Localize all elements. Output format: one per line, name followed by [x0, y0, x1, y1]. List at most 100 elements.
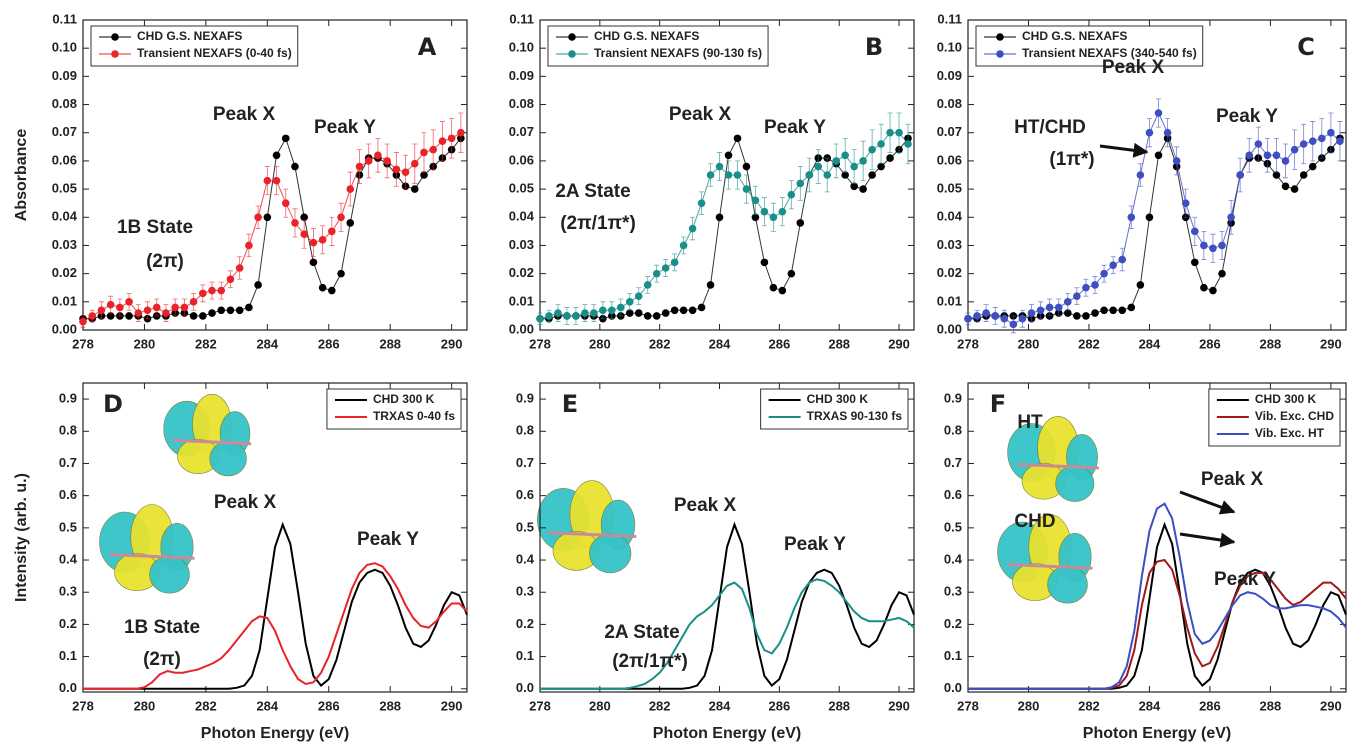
annotation: Peak X: [1201, 469, 1264, 490]
data-point: [300, 230, 308, 238]
annotation: Peak Y: [1216, 106, 1278, 127]
data-point: [309, 258, 318, 267]
molecule-bond: [1017, 462, 1099, 470]
data-point: [1227, 213, 1235, 222]
x-tick-label: 282: [649, 698, 671, 713]
data-point: [447, 134, 456, 143]
annotation: 1B State: [124, 617, 200, 638]
x-tick-label: 290: [888, 698, 910, 713]
y-tick-label: 0.09: [937, 68, 962, 83]
x-tick-label: 282: [1078, 336, 1100, 351]
molecule-bond: [547, 531, 637, 538]
arrow: [1179, 490, 1236, 515]
data-point: [1118, 255, 1127, 264]
data-point: [1272, 151, 1281, 160]
data-point: [79, 317, 87, 326]
data-point: [724, 171, 733, 179]
y-tick-label: 0.0: [944, 680, 962, 695]
data-point: [291, 219, 299, 227]
legend-box: [760, 388, 909, 430]
y-tick-label: 0.7: [59, 455, 77, 470]
data-point: [991, 312, 1000, 320]
data-point: [1136, 171, 1145, 179]
x-axis-title: Photon Energy (eV): [201, 725, 349, 742]
data-point: [300, 213, 308, 222]
data-point: [904, 140, 912, 148]
y-tick-label: 0.06: [52, 152, 77, 167]
x-tick-label: 288: [379, 336, 401, 351]
y-tick-label: 0.9: [59, 391, 77, 406]
x-tick-label: 278: [529, 336, 551, 351]
y-tick-label: 0.04: [52, 209, 78, 224]
data-point: [1308, 137, 1317, 145]
data-point: [796, 179, 805, 188]
legend: CHD G.S. NEXAFS Transient NEXAFS (340-540…: [975, 25, 1204, 67]
y-tick-label: 0.5: [59, 519, 77, 534]
data-point: [162, 309, 170, 317]
data-point: [563, 312, 571, 320]
y-tick-label: 0.1: [59, 648, 77, 663]
data-point: [859, 185, 867, 193]
annotation: Peak Y: [764, 117, 826, 138]
data-point: [291, 162, 299, 171]
legend-label: CHD G.S. NEXAFS: [594, 29, 699, 43]
panel-label: A: [418, 33, 437, 61]
annotation: 2A State: [555, 181, 630, 202]
y-tick-label: 0.07: [52, 124, 77, 139]
annotation: HT/CHD: [1014, 117, 1086, 138]
data-point: [536, 314, 544, 323]
data-point: [590, 309, 598, 317]
panel-label: C: [1297, 33, 1315, 61]
data-point: [1063, 298, 1072, 306]
orbital-image: [997, 514, 1093, 604]
data-point: [715, 162, 724, 171]
y-tick-label: 0.3: [944, 584, 962, 599]
data-point: [272, 176, 281, 185]
y-tick-label: 0.2: [516, 616, 534, 631]
data-point: [545, 312, 553, 320]
data-point: [706, 171, 715, 179]
y-tick-label: 0.03: [52, 237, 77, 252]
data-point: [1127, 213, 1136, 222]
data-point: [189, 298, 198, 306]
x-tick-label: 286: [318, 336, 340, 351]
data-point: [199, 312, 207, 320]
y-tick-label: 0.09: [52, 68, 77, 83]
panel-label: E: [562, 390, 578, 418]
y-tick-label: 0.11: [52, 11, 77, 26]
x-tick-label: 290: [1320, 698, 1342, 713]
data-point: [715, 213, 724, 222]
data-point: [787, 269, 796, 278]
molecule-bond: [109, 553, 195, 560]
data-point: [438, 137, 447, 145]
data-point: [572, 312, 580, 320]
data-point: [1018, 314, 1027, 323]
y-tick-label: 0.06: [937, 152, 962, 167]
data-point: [670, 306, 679, 315]
data-point: [1245, 151, 1254, 160]
data-point: [832, 157, 841, 165]
y-tick-label: 0.03: [509, 237, 534, 252]
orbital-image: [99, 504, 195, 594]
data-point: [420, 148, 428, 157]
y-tick-label: 0.6: [59, 487, 77, 502]
data-point: [106, 300, 115, 309]
annotation: Peak X: [1102, 57, 1165, 78]
data-point: [97, 306, 106, 315]
y-tick-label: 0.06: [509, 152, 534, 167]
data-point: [769, 283, 778, 292]
data-point: [886, 128, 894, 137]
y-tick-label: 0.0: [516, 680, 534, 695]
plot-frame: [82, 19, 468, 331]
annotation: Peak X: [213, 104, 276, 125]
data-point: [688, 224, 697, 233]
data-point: [760, 207, 769, 216]
y-tick-label: 0.1: [516, 648, 534, 663]
data-point: [643, 281, 652, 289]
data-point: [235, 306, 244, 315]
data-point: [272, 151, 281, 160]
x-tick-label: 288: [828, 336, 850, 351]
data-point: [877, 140, 885, 148]
data-point: [850, 162, 858, 171]
data-point: [1290, 145, 1299, 154]
